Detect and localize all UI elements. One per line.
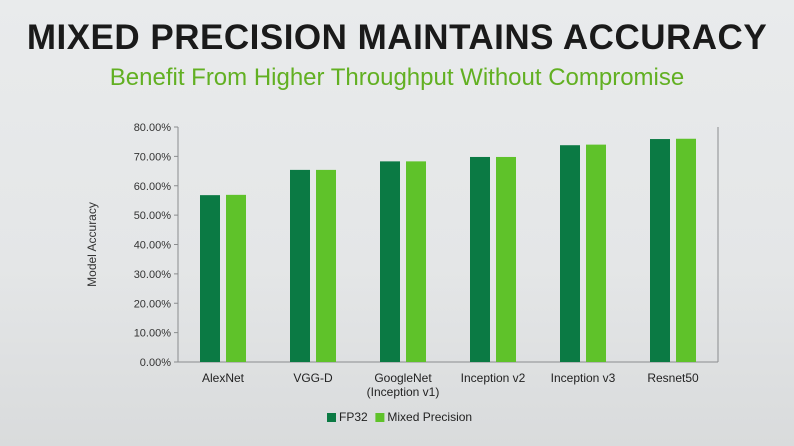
bar-fp32 <box>470 156 490 362</box>
y-tick-label: 40.00% <box>134 240 172 252</box>
y-tick-label: 80.00% <box>134 122 172 134</box>
bar-mixed-precision <box>586 144 606 362</box>
bar-mixed-precision <box>406 161 426 362</box>
y-tick-label: 20.00% <box>134 298 172 310</box>
bar-mixed-precision <box>226 194 246 362</box>
legend-label: FP32 <box>339 410 368 424</box>
bar-fp32 <box>650 139 670 362</box>
legend-swatch <box>375 413 385 422</box>
x-category-label: Inception v3 <box>551 371 616 385</box>
y-axis-title: Model Accuracy <box>85 202 99 287</box>
legend-label: Mixed Precision <box>387 410 472 424</box>
x-category-label: Resnet50 <box>647 371 699 385</box>
x-category-label: AlexNet <box>202 371 245 385</box>
bar-fp32 <box>290 169 310 362</box>
slide-subtitle: Benefit From Higher Throughput Without C… <box>109 64 685 91</box>
slide-title: MIXED PRECISION MAINTAINS ACCURACY <box>26 18 768 57</box>
x-category-label: GoogleNet <box>374 371 432 385</box>
bar-mixed-precision <box>316 169 336 362</box>
bar-mixed-precision <box>496 156 516 362</box>
y-tick-label: 60.00% <box>134 181 172 193</box>
bar-mixed-precision <box>676 138 696 362</box>
bar-fp32 <box>380 161 400 362</box>
x-category-label: (Inception v1) <box>367 385 440 399</box>
bar-fp32 <box>560 145 580 362</box>
y-tick-label: 10.00% <box>134 328 172 340</box>
bar-fp32 <box>200 195 220 362</box>
legend-swatch <box>327 413 336 422</box>
x-category-label: VGG-D <box>293 371 333 385</box>
y-tick-label: 50.00% <box>134 210 172 222</box>
y-tick-label: 70.00% <box>134 151 172 163</box>
y-tick-label: 30.00% <box>134 269 172 281</box>
y-tick-label: 0.00% <box>140 357 171 369</box>
x-category-label: Inception v2 <box>461 371 526 385</box>
